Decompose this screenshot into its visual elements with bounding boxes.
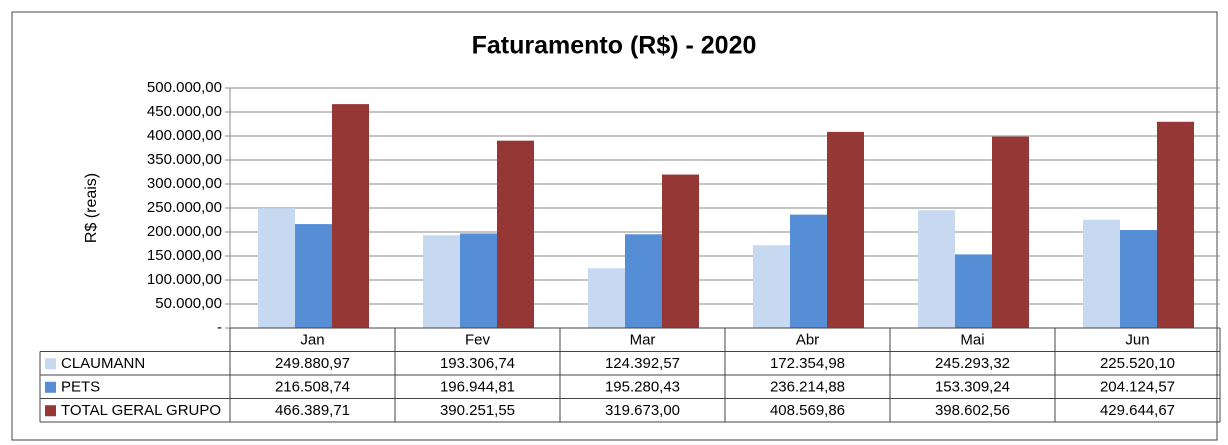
legend-label: CLAUMANN [61,355,145,372]
table-value: 408.569,86 [770,402,845,419]
bar [1083,219,1120,328]
bar [588,268,625,328]
y-tick-label: 450.000,00 [147,103,222,120]
table-value: 216.508,74 [275,379,350,396]
bar [423,235,460,328]
table-value: 204.124,57 [1100,379,1175,396]
bar [295,224,332,328]
table-value: 319.673,00 [605,402,680,419]
bar [625,234,662,328]
table-value: 172.354,98 [770,355,845,372]
y-tick-label: 500.000,00 [147,79,222,96]
x-tick-label: Jan [300,332,324,349]
y-tick-label: 350.000,00 [147,151,222,168]
legend-key [45,405,56,417]
bar [753,245,790,328]
y-axis-label: R$ (reais) [83,173,100,243]
bar [258,208,295,328]
table-value: 124.392,57 [605,355,680,372]
table-value: 390.251,55 [440,402,515,419]
bar [662,174,699,328]
legend-key [45,381,56,393]
legend-key [45,358,56,370]
y-tick-label: 100.000,00 [147,271,222,288]
bar [918,210,955,328]
table-value: 193.306,74 [440,355,515,372]
table-value: 236.214,88 [770,379,845,396]
y-tick-label: 150.000,00 [147,247,222,264]
table-value: 466.389,71 [275,402,350,419]
table-value: 245.293,32 [935,355,1010,372]
table-value: 429.644,67 [1100,402,1175,419]
table-value: 153.309,24 [935,379,1010,396]
y-tick-label: 400.000,00 [147,127,222,144]
y-tick-label: 200.000,00 [147,223,222,240]
y-tick-label: 250.000,00 [147,199,222,216]
table-value: 195.280,43 [605,379,680,396]
y-tick-label: 300.000,00 [147,175,222,192]
bar [955,254,992,328]
x-tick-label: Jun [1125,332,1149,349]
bar [827,131,864,328]
bar [460,233,497,328]
table-value: 249.880,97 [275,355,350,372]
table-value: 398.602,56 [935,402,1010,419]
y-tick-label: - [217,319,222,336]
y-tick-label: 50.000,00 [155,295,222,312]
x-tick-label: Mai [960,332,984,349]
table-value: 196.944,81 [440,379,515,396]
chart-title: Faturamento (R$) - 2020 [472,32,757,60]
x-tick-label: Fev [465,332,491,349]
bar [790,214,827,328]
bar [992,136,1029,328]
x-tick-label: Mar [630,332,656,349]
table-value: 225.520,10 [1100,355,1175,372]
x-tick-label: Abr [796,332,819,349]
bar [497,140,534,328]
bar [1157,121,1194,328]
legend-label: PETS [61,379,100,396]
bar [1120,230,1157,328]
bar [332,104,369,329]
legend-label: TOTAL GERAL GRUPO [61,402,221,419]
